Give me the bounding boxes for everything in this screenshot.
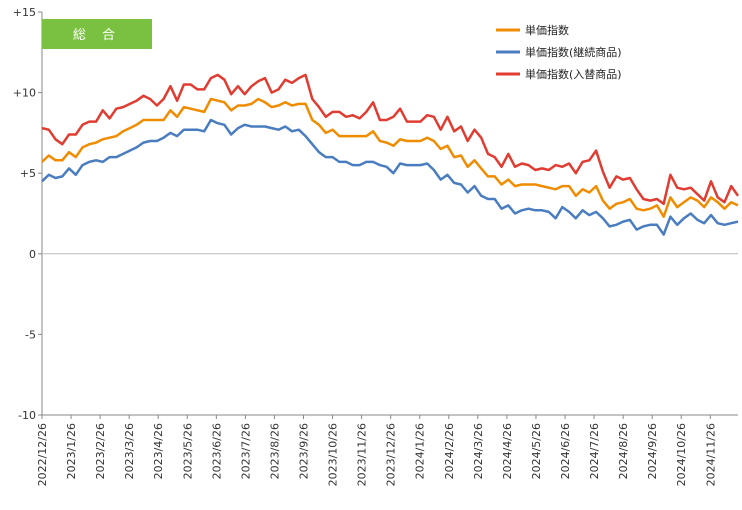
x-tick-label: 2024/2/26 xyxy=(443,423,456,479)
x-tick-label: 2024/1/26 xyxy=(414,423,427,479)
legend-label: 単価指数(入替商品) xyxy=(525,67,622,81)
legend-label: 単価指数(継続商品) xyxy=(525,45,622,59)
badge-label: 総 合 xyxy=(73,28,121,43)
legend-background xyxy=(488,14,738,94)
x-tick-label: 2023/2/26 xyxy=(94,423,107,479)
x-tick-label: 2023/8/26 xyxy=(268,423,281,479)
x-tick-label: 2023/9/26 xyxy=(298,423,311,479)
y-tick-label: +10 xyxy=(13,87,36,100)
x-tick-label: 2024/9/26 xyxy=(646,423,659,479)
series-line-2 xyxy=(41,118,739,236)
x-tick-label: 2023/1/26 xyxy=(65,423,78,479)
x-tick-label: 2024/10/26 xyxy=(675,423,688,486)
x-tick-label: 2024/3/26 xyxy=(472,423,485,479)
legend-label: 単価指数 xyxy=(525,23,569,37)
x-tick-label: 2024/7/26 xyxy=(588,423,601,479)
chart-badge: 総 合 xyxy=(42,19,152,49)
y-tick-label: 0 xyxy=(29,248,36,261)
y-tick-label: -10 xyxy=(18,409,36,422)
x-tick-label: 2023/10/26 xyxy=(327,423,340,486)
x-tick-label: 2023/5/26 xyxy=(181,423,194,479)
x-tick-label: 2023/4/26 xyxy=(152,423,165,479)
badge-background xyxy=(42,19,152,49)
x-tick-label: 2023/3/26 xyxy=(123,423,136,479)
x-tick-label: 2023/7/26 xyxy=(239,423,252,479)
x-tick-label: 2024/6/26 xyxy=(559,423,572,479)
x-tick-label: 2022/12/26 xyxy=(36,423,49,486)
x-tick-label: 2024/11/26 xyxy=(704,423,717,486)
x-tick-label: 2023/11/26 xyxy=(356,423,369,486)
chart-axes: -10 -5 0 +5 +10 +15 2022/12/26 2023/1/26 2023/2/… xyxy=(13,6,738,486)
x-tick-label: 2023/12/26 xyxy=(385,423,398,486)
x-tick-label: 2023/6/26 xyxy=(210,423,223,479)
y-tick-label: +5 xyxy=(20,167,36,180)
series-line-3 xyxy=(41,73,740,206)
y-tick-label: +15 xyxy=(13,6,36,19)
x-tick-label: 2024/4/26 xyxy=(501,423,514,479)
x-tick-label: 2024/5/26 xyxy=(530,423,543,479)
x-tick-label: 2024/8/26 xyxy=(617,423,630,479)
series-layer xyxy=(41,73,740,236)
series-line-1 xyxy=(41,97,739,218)
y-tick-label: -5 xyxy=(25,328,36,341)
